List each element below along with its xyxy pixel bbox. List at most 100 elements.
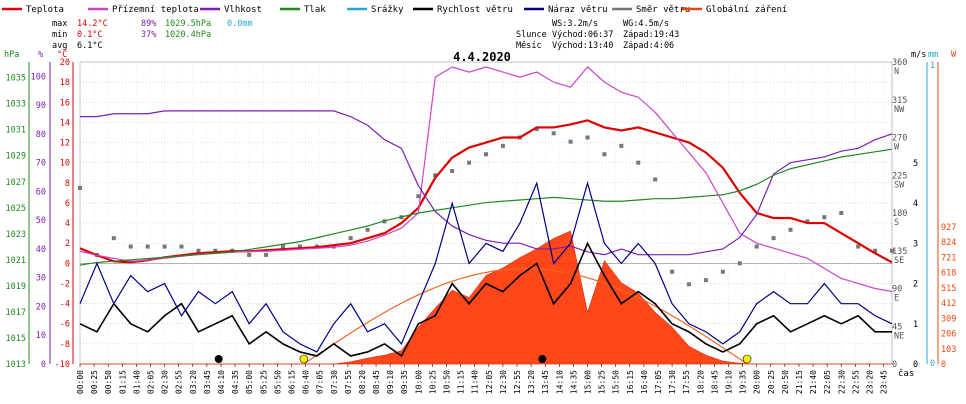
tick-label-ms: 0 <box>913 360 918 370</box>
x-tick-label: 22:30 <box>837 370 846 394</box>
x-tick-label: 00:00 <box>76 370 85 394</box>
wind-direction-point <box>433 173 438 178</box>
wind-direction-point <box>687 282 691 287</box>
tick-label-ms: 1 <box>913 320 918 330</box>
x-tick-label: 10:25 <box>428 370 437 394</box>
x-tick-label: 11:15 <box>457 370 466 394</box>
x-tick-label: 14:35 <box>569 370 578 394</box>
tick-label-pct: 100 <box>31 72 46 82</box>
left-axes: hPa% °C 1035 1033 1031 1029 1027 1025 1023 1021 10… <box>4 50 74 370</box>
wind-direction-point <box>162 244 167 249</box>
tick-label-w: 0 <box>941 360 946 370</box>
tick-label-direction: 270 <box>892 134 907 144</box>
tick-label-hpa: 1013 <box>6 360 26 370</box>
wind-direction-point <box>78 185 82 190</box>
wind-direction-point <box>805 219 810 224</box>
wind-direction-point <box>297 244 302 249</box>
wind-direction-point <box>670 269 675 274</box>
axis-label-pct: % <box>38 50 43 60</box>
wind-direction-point <box>247 252 252 257</box>
x-tick-label: 22:05 <box>823 370 832 394</box>
wind-direction-point <box>551 131 556 136</box>
x-tick-label: 08:20 <box>358 370 367 394</box>
series-line-rychlost-v-tru <box>79 241 892 358</box>
stat-value: 1029.5hPa <box>165 19 211 29</box>
tick-label-ms: 2 <box>913 280 918 290</box>
tick-label-temp: 4 <box>65 219 70 229</box>
x-tick-label: 22:55 <box>851 370 860 394</box>
stat-value: 37% <box>141 30 156 40</box>
tick-label-w: 309 <box>941 314 956 324</box>
tick-label-direction: 225 <box>892 171 907 181</box>
wind-direction-point <box>128 244 133 249</box>
tick-label-compass: SW <box>894 180 905 190</box>
tick-label-compass: NW <box>894 105 905 115</box>
tick-label-w: 618 <box>941 269 956 279</box>
wind-direction-point <box>839 211 844 215</box>
x-axis-unit: čas <box>898 368 914 379</box>
tick-label-pct: 90 <box>36 101 46 111</box>
wind-direction-point <box>213 248 218 253</box>
legend-label: Náraz větru <box>548 5 608 15</box>
wind-direction-point <box>703 278 708 283</box>
stat-value: 0.1°C <box>77 30 103 40</box>
tick-label-pct: 30 <box>36 274 46 284</box>
chart-title: 4.4.2020 <box>453 50 511 64</box>
wind-direction-point <box>281 244 285 249</box>
tick-label-hpa: 1017 <box>6 308 26 318</box>
wind-direction-point <box>788 227 793 232</box>
x-tick-label: 21:40 <box>809 370 818 394</box>
x-tick-label: 17:30 <box>668 370 677 394</box>
info-moon-label: Měsíc <box>516 41 542 51</box>
x-tick-label: 16:15 <box>626 370 635 394</box>
series-line-tlak <box>79 148 893 266</box>
tick-label-direction: 360 <box>892 58 907 68</box>
x-tick-label: 15:50 <box>612 370 621 394</box>
tick-label-w: 515 <box>941 284 956 294</box>
legend: Teplota Přízemní teplota Vlhkost Tlak Srážky… <box>2 5 787 15</box>
tick-label-hpa: 1033 <box>6 100 26 110</box>
info-moon-rise: Východ:13:40 <box>552 41 613 51</box>
tick-label-temp: -8 <box>60 340 70 350</box>
clear-sky-curve <box>303 268 748 365</box>
time-axis: 00:00 00:25 00:50 01:15 01:40 02:05 02:30 02:55… <box>76 364 914 394</box>
x-tick-label: 03:20 <box>189 370 198 394</box>
wind-direction-point <box>467 160 472 165</box>
tick-label-pct: 80 <box>36 130 46 140</box>
x-tick-label: 03:45 <box>203 370 212 394</box>
wind-direction-point <box>500 143 505 148</box>
tick-label-temp: -6 <box>60 320 70 330</box>
x-tick-label: 14:10 <box>555 370 564 394</box>
x-tick-label: 21:15 <box>795 370 804 394</box>
tick-label-temp: -10 <box>55 360 70 370</box>
tick-label-direction: 0 <box>892 360 897 370</box>
stat-label: avg <box>52 41 67 51</box>
x-tick-label: 18:20 <box>696 370 705 394</box>
wind-direction-point <box>602 152 607 157</box>
wind-direction-point <box>619 143 624 148</box>
tick-label-temp: -2 <box>60 279 70 289</box>
x-tick-label: 19:35 <box>739 370 748 394</box>
tick-label-mm: 0 <box>930 359 935 369</box>
wind-direction-point <box>856 244 861 249</box>
tick-label-temp: 0 <box>65 259 70 269</box>
info-moon-set: Západ:4:06 <box>623 41 674 51</box>
legend-label: Přízemní teplota <box>112 5 199 15</box>
x-tick-label: 04:10 <box>217 370 226 394</box>
moon-marker <box>538 355 547 363</box>
x-tick-label: 12:30 <box>499 370 508 394</box>
wind-direction-point <box>145 244 150 249</box>
tick-label-pct: 50 <box>36 216 46 226</box>
x-tick-label: 05:00 <box>245 370 254 394</box>
x-tick-label: 23:45 <box>880 370 889 394</box>
stat-value: 1020.4hPa <box>165 30 211 40</box>
x-tick-label: 00:50 <box>104 370 113 394</box>
legend-label: Tlak <box>304 5 326 15</box>
x-tick-label: 15:00 <box>584 370 593 394</box>
tick-label-temp: 6 <box>65 199 70 209</box>
axis-label-mm: mm <box>928 50 938 60</box>
x-tick-label: 10:00 <box>414 370 423 394</box>
tick-label-direction: 45 <box>892 322 902 332</box>
moon-marker <box>214 355 223 363</box>
